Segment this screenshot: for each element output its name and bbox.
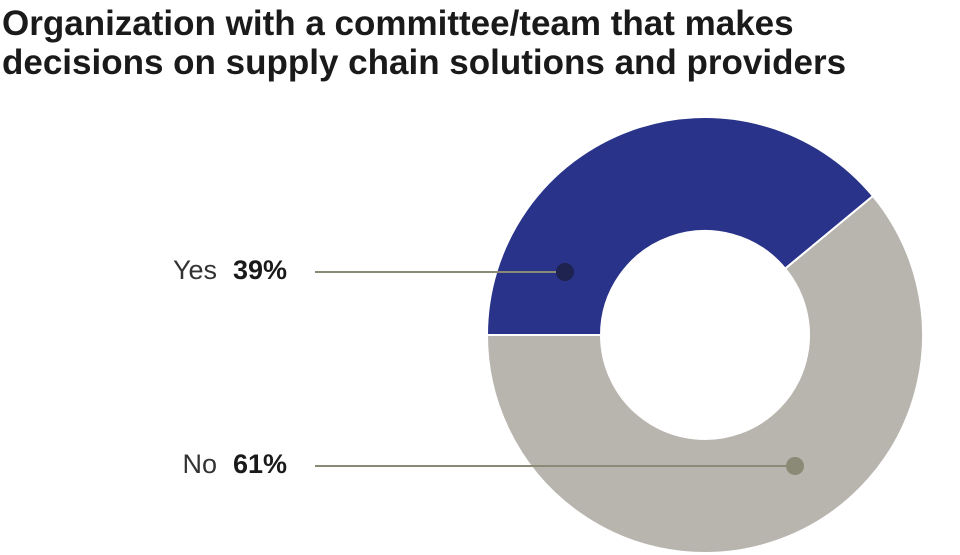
chart-title: decisions on supply chain solutions and … <box>2 43 846 82</box>
slice <box>485 194 924 554</box>
leader-dot <box>786 457 804 475</box>
chart-title: Organization with a committee/team that … <box>2 4 794 43</box>
category-label: Yes <box>173 255 217 285</box>
value-label: 61% <box>233 449 287 479</box>
value-label: 39% <box>233 255 287 285</box>
slice <box>485 116 875 336</box>
category-label: No <box>182 449 217 479</box>
leader-dot <box>556 263 574 281</box>
